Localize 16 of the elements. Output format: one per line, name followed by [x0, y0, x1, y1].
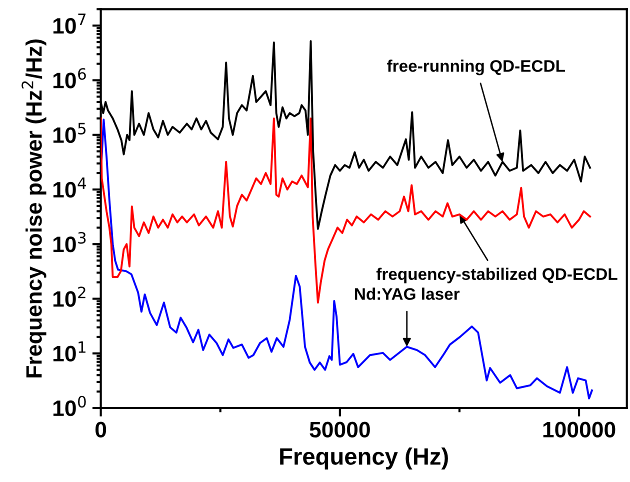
y-tick-label: 10$^{3}$ — [53, 232, 86, 252]
x-tick-label: 50000 — [310, 422, 370, 438]
y-tick-label: 10$^{2}$ — [53, 286, 86, 307]
y-tick-label: 10$^{4}$ — [53, 178, 86, 198]
y-tick-label: 10$^{6}$ — [53, 68, 86, 88]
y-axis-title: Frequency noise power (Hz$^{2}$/Hz) — [22, 40, 46, 378]
y-tick-label: 10$^{0}$ — [53, 396, 86, 416]
annotation: frequency-stabilized QD-ECDL — [376, 268, 618, 284]
x-axis-title: Frequency (Hz) — [280, 447, 448, 470]
annotation: Nd:YAG laser — [355, 288, 460, 300]
annotation: free-running QD-ECDL — [387, 60, 565, 76]
y-tick-label: 10$^{7}$ — [53, 14, 86, 34]
x-tick-label: 100000 — [543, 422, 616, 438]
y-tick-label: 10$^{5}$ — [53, 122, 86, 143]
y-tick-label: 10$^{1}$ — [53, 341, 86, 362]
x-tick-label: 0 — [96, 422, 106, 438]
